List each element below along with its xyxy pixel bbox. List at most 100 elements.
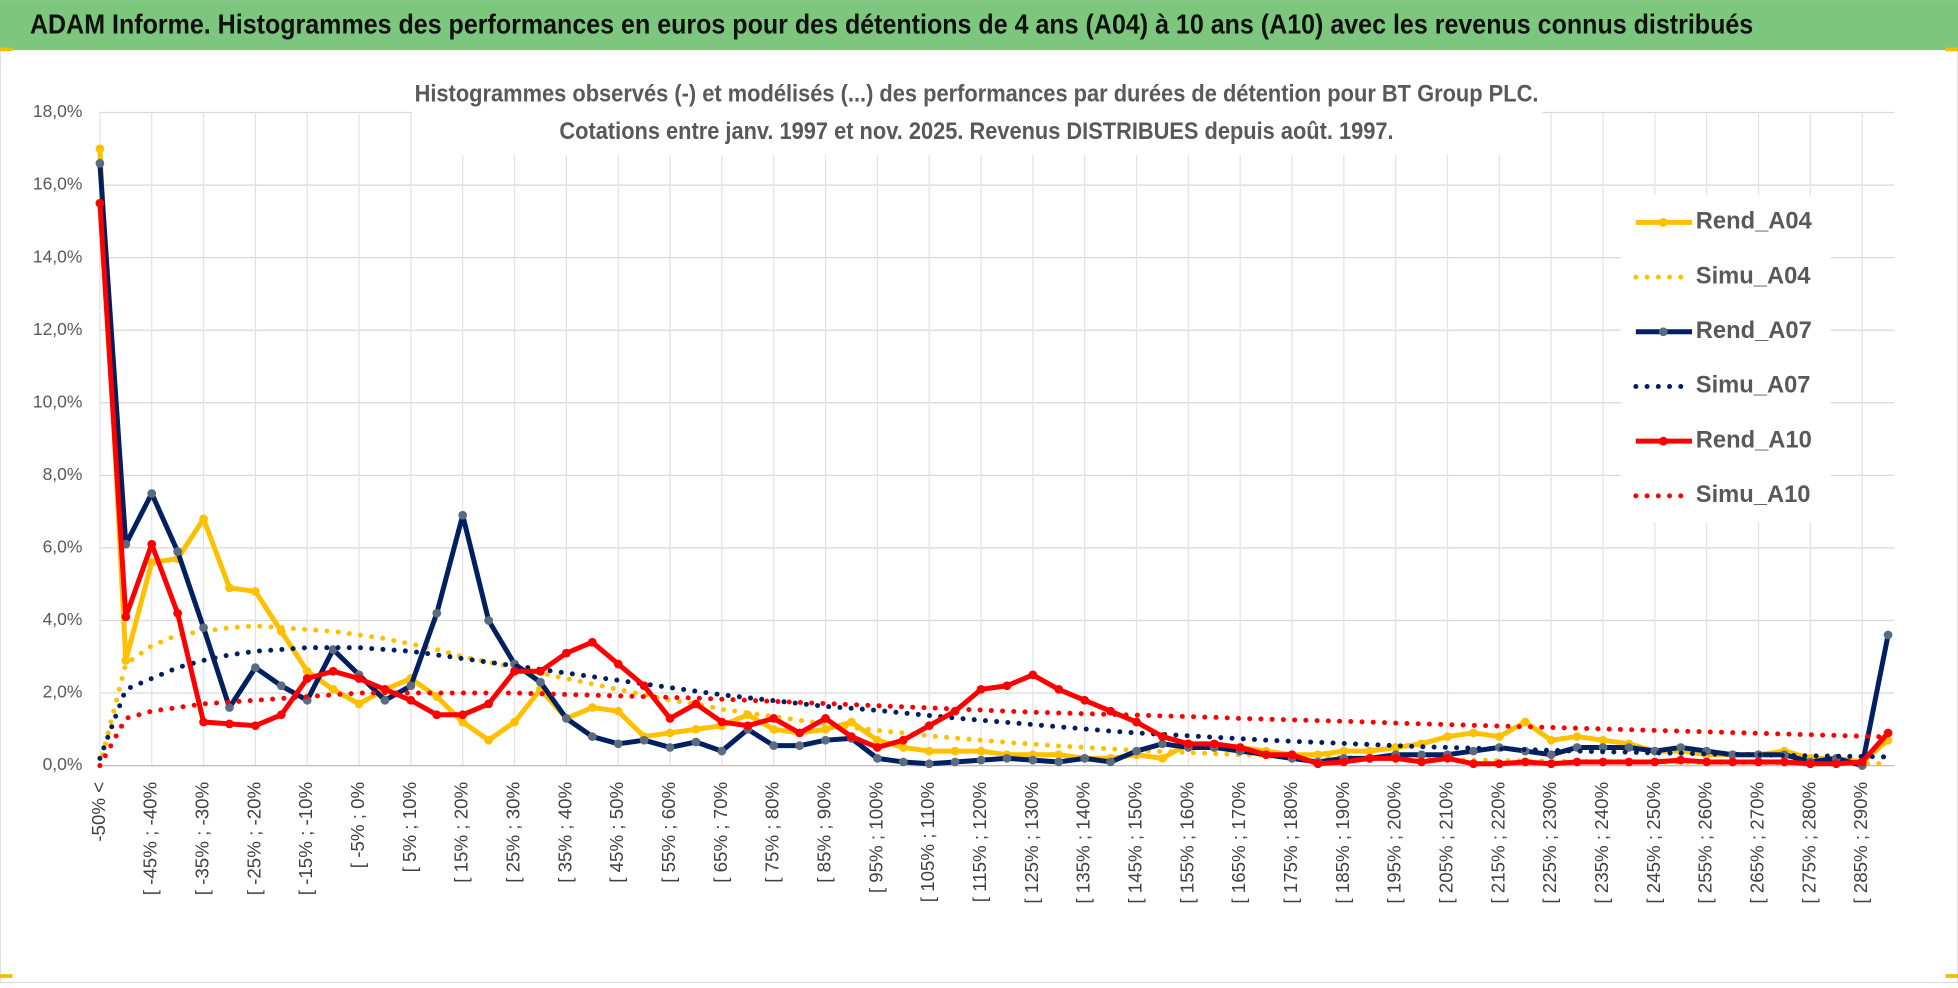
point bbox=[924, 721, 934, 731]
y-tick-label: 10,0% bbox=[33, 391, 83, 411]
point bbox=[199, 514, 208, 524]
x-tick-label: [ 35% ; 40% bbox=[554, 782, 575, 883]
legend-marker bbox=[1658, 436, 1668, 446]
point bbox=[406, 695, 416, 705]
x-tick-label: [ 55% ; 60% bbox=[658, 782, 679, 883]
point bbox=[95, 158, 105, 168]
point bbox=[691, 724, 701, 734]
point bbox=[1857, 757, 1867, 767]
point bbox=[1313, 759, 1323, 769]
point bbox=[536, 677, 545, 687]
point bbox=[1158, 739, 1167, 749]
point bbox=[898, 757, 908, 767]
point bbox=[665, 714, 675, 723]
x-tick-label: [ 145% ; 150% bbox=[1124, 782, 1145, 904]
point bbox=[1054, 750, 1064, 760]
x-tick-label: [ 195% ; 200% bbox=[1384, 782, 1405, 904]
x-tick-label: [ -5% ; 0% bbox=[347, 782, 368, 868]
point bbox=[302, 674, 312, 683]
x-tick-label: [ 15% ; 20% bbox=[451, 782, 472, 883]
point bbox=[613, 739, 623, 749]
point bbox=[1598, 743, 1608, 752]
point bbox=[1209, 739, 1219, 749]
point bbox=[173, 547, 183, 556]
point bbox=[1754, 757, 1763, 767]
legend-box bbox=[1620, 194, 1831, 523]
x-tick-label: [ -15% ; -10% bbox=[295, 782, 316, 895]
point bbox=[1650, 757, 1660, 767]
point bbox=[872, 753, 882, 763]
series-line bbox=[97, 148, 1890, 765]
point bbox=[1002, 753, 1012, 763]
point bbox=[587, 637, 597, 647]
point bbox=[562, 714, 571, 723]
point bbox=[795, 728, 804, 738]
point bbox=[432, 710, 442, 720]
point bbox=[1080, 695, 1090, 705]
subtitle: Histogrammes observés (-) et modélisés (… bbox=[415, 81, 1539, 107]
point bbox=[302, 666, 312, 676]
point bbox=[1469, 728, 1478, 738]
point bbox=[769, 724, 779, 734]
x-tick-label: [ 25% ; 30% bbox=[503, 782, 524, 883]
point bbox=[1572, 757, 1582, 767]
point bbox=[1158, 732, 1167, 741]
point bbox=[976, 746, 986, 756]
legend-label: Simu_A07 bbox=[1696, 373, 1811, 399]
point bbox=[225, 719, 234, 729]
legend-label: Rend_A07 bbox=[1696, 318, 1812, 344]
x-tick-label: [ 155% ; 160% bbox=[1176, 782, 1197, 904]
point bbox=[1132, 746, 1141, 756]
point bbox=[1391, 743, 1401, 752]
point bbox=[691, 699, 701, 709]
title-bar bbox=[0, 0, 1958, 51]
point bbox=[1520, 717, 1530, 727]
point bbox=[1546, 735, 1556, 745]
x-tick-label: [ 125% ; 130% bbox=[1021, 782, 1042, 904]
point bbox=[1469, 746, 1478, 756]
point bbox=[847, 717, 856, 727]
point bbox=[587, 703, 597, 712]
point bbox=[1805, 759, 1815, 769]
x-tick-label: [ 245% ; 250% bbox=[1643, 782, 1664, 904]
legend-label: Rend_A04 bbox=[1696, 209, 1813, 235]
point bbox=[872, 735, 882, 745]
point bbox=[1054, 685, 1064, 694]
point bbox=[613, 659, 623, 669]
point bbox=[1391, 753, 1401, 763]
x-tick-label: [ -35% ; -30% bbox=[192, 782, 213, 895]
point bbox=[380, 695, 390, 705]
x-tick-label: [ -45% ; -40% bbox=[140, 782, 161, 895]
point bbox=[328, 645, 338, 654]
x-tick-label: [ 65% ; 70% bbox=[710, 782, 731, 883]
y-tick-label: 0,0% bbox=[43, 754, 83, 774]
point bbox=[1339, 757, 1349, 767]
x-tick-label: [ -25% ; -20% bbox=[243, 782, 264, 895]
point bbox=[432, 608, 442, 618]
point bbox=[484, 699, 494, 709]
point bbox=[147, 539, 157, 549]
point bbox=[924, 746, 934, 756]
point bbox=[95, 144, 105, 154]
x-tick-label: [ 115% ; 120% bbox=[969, 782, 990, 902]
point bbox=[924, 759, 934, 769]
x-tick-label: [ 175% ; 180% bbox=[1280, 782, 1301, 904]
point bbox=[510, 717, 519, 727]
point bbox=[406, 681, 416, 691]
point bbox=[898, 735, 908, 745]
x-tick-label: [ 95% ; 100% bbox=[865, 782, 886, 893]
point bbox=[484, 616, 494, 625]
legend-marker bbox=[1658, 327, 1668, 337]
subtitle-bg bbox=[412, 75, 1543, 155]
point bbox=[1235, 743, 1245, 752]
point bbox=[639, 735, 649, 745]
y-tick-label: 2,0% bbox=[43, 682, 83, 702]
corner bbox=[0, 47, 13, 52]
point bbox=[795, 741, 804, 751]
point bbox=[1080, 753, 1090, 763]
point bbox=[121, 612, 131, 622]
point bbox=[1831, 759, 1841, 769]
series-line bbox=[97, 645, 1891, 761]
